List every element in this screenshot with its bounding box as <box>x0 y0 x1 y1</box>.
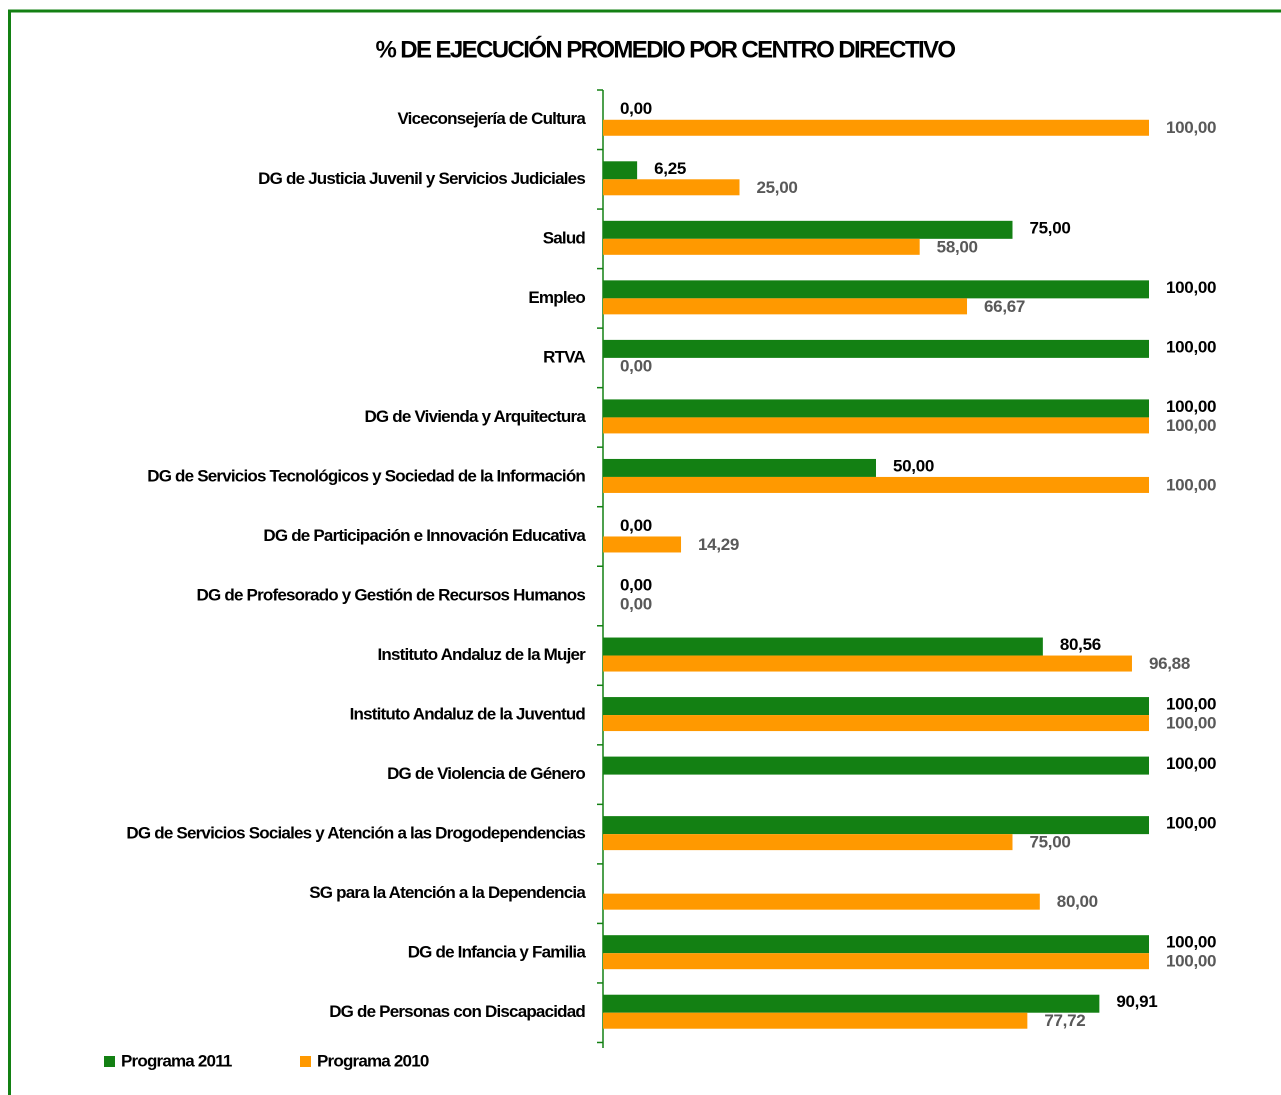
value-label: 100,00 <box>1166 933 1216 952</box>
category-label: DG de Vivienda y Arquitectura <box>364 407 586 426</box>
bar <box>603 655 1132 672</box>
value-label: 6,25 <box>654 159 686 178</box>
value-label: 75,00 <box>1030 218 1071 237</box>
bar <box>603 179 740 196</box>
bar <box>603 476 1149 493</box>
legend-swatch <box>104 1056 115 1067</box>
category-label: DG de Personas con Discapacidad <box>329 1002 585 1021</box>
value-label: 0,00 <box>620 356 652 375</box>
bar <box>603 697 1149 716</box>
value-label: 100,00 <box>1166 754 1216 773</box>
value-label: 50,00 <box>893 456 934 475</box>
category-label: RTVA <box>543 347 585 366</box>
bar <box>603 834 1013 851</box>
value-label: 100,00 <box>1166 814 1216 833</box>
value-label: 90,91 <box>1116 992 1157 1011</box>
category-label: Instituto Andaluz de la Juventud <box>350 705 586 724</box>
bar <box>603 298 968 315</box>
legend-label: Programa 2010 <box>317 1051 429 1070</box>
value-label: 100,00 <box>1166 118 1216 137</box>
value-label: 100,00 <box>1166 397 1216 416</box>
bar <box>603 816 1149 835</box>
category-label: DG de Infancia y Familia <box>408 943 587 962</box>
category-label: DG de Justicia Juvenil y Servicios Judic… <box>258 169 585 188</box>
bar <box>603 220 1013 239</box>
bar <box>603 715 1149 732</box>
value-label: 0,00 <box>620 99 652 118</box>
bar <box>603 536 682 553</box>
legend-label: Programa 2011 <box>121 1051 232 1070</box>
value-label: 100,00 <box>1166 714 1216 733</box>
value-label: 100,00 <box>1166 952 1216 971</box>
value-label: 100,00 <box>1166 337 1216 356</box>
bar <box>603 756 1149 775</box>
value-label: 100,00 <box>1166 278 1216 297</box>
bar <box>603 1012 1028 1029</box>
value-label: 0,00 <box>620 594 652 613</box>
category-label: Instituto Andaluz de la Mujer <box>377 645 586 664</box>
category-label: DG de Profesorado y Gestión de Recursos … <box>197 585 586 604</box>
bar <box>603 339 1149 358</box>
value-label: 100,00 <box>1166 475 1216 494</box>
value-label: 0,00 <box>620 516 652 535</box>
bar <box>603 280 1149 299</box>
bar <box>603 893 1040 910</box>
category-label: Salud <box>543 228 586 247</box>
bar <box>603 119 1149 136</box>
category-label: DG de Participación e Innovación Educati… <box>263 526 586 545</box>
bar <box>603 458 876 477</box>
value-label: 80,56 <box>1060 635 1101 654</box>
bar <box>603 161 638 180</box>
value-label: 58,00 <box>937 237 978 256</box>
bar <box>603 417 1149 434</box>
value-label: 96,88 <box>1149 654 1190 673</box>
category-label: DG de Violencia de Género <box>387 764 585 783</box>
category-label: DG de Servicios Sociales y Atención a la… <box>126 824 585 843</box>
bar <box>603 994 1100 1013</box>
category-label: Empleo <box>528 288 585 307</box>
value-label: 66,67 <box>984 297 1025 316</box>
value-label: 14,29 <box>698 535 739 554</box>
category-label: DG de Servicios Tecnológicos y Sociedad … <box>147 466 585 485</box>
value-label: 77,72 <box>1044 1011 1085 1030</box>
value-label: 100,00 <box>1166 695 1216 714</box>
legend-swatch <box>300 1056 311 1067</box>
bar <box>603 935 1149 954</box>
value-label: 80,00 <box>1057 892 1098 911</box>
value-label: 25,00 <box>757 178 798 197</box>
value-label: 75,00 <box>1030 833 1071 852</box>
category-label: Viceconsejería de Cultura <box>397 109 586 128</box>
bar <box>603 953 1149 970</box>
value-label: 0,00 <box>620 575 652 594</box>
bar <box>603 637 1043 656</box>
category-label: SG para la Atención a la Dependencia <box>309 883 586 902</box>
bar <box>603 238 920 255</box>
bar <box>603 399 1149 418</box>
chart-title: % DE EJECUCIÓN PROMEDIO POR CENTRO DIREC… <box>375 35 955 63</box>
value-label: 100,00 <box>1166 416 1216 435</box>
